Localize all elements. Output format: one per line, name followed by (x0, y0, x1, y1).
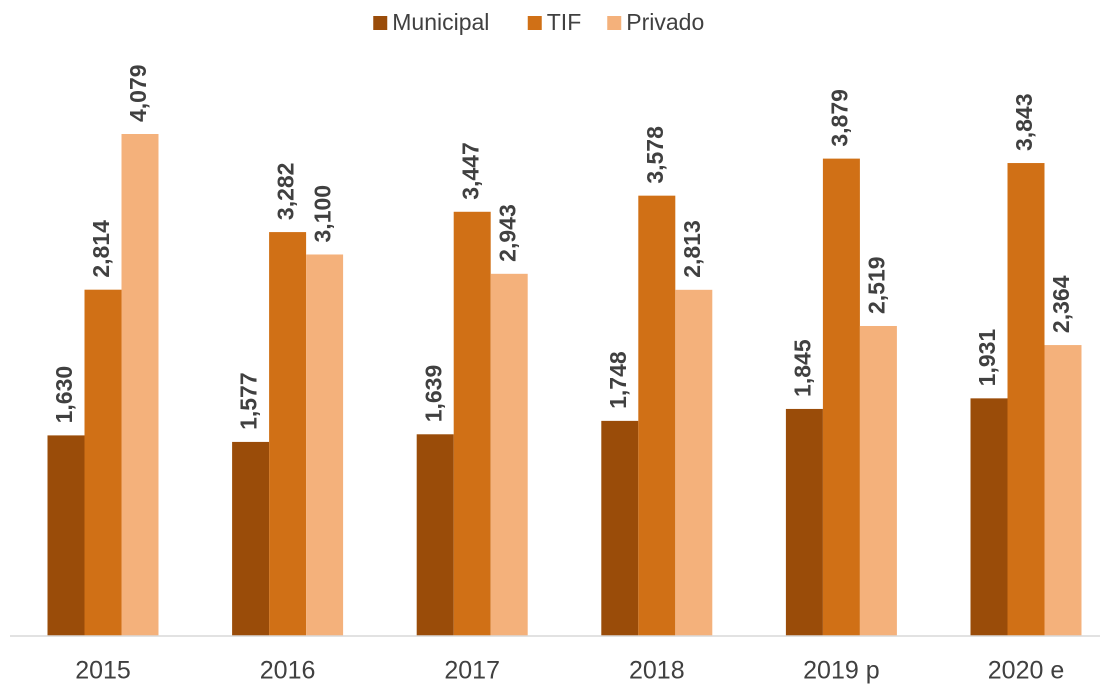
bar (859, 325, 897, 636)
bar (601, 420, 639, 636)
x-tick-label: 2015 (75, 657, 131, 685)
x-tick-label: 2016 (260, 657, 316, 685)
value-label: 1,577 (236, 372, 262, 430)
bar (306, 254, 344, 636)
value-label: 3,282 (273, 163, 299, 221)
bar (416, 434, 454, 636)
value-label: 2,813 (679, 220, 705, 278)
x-tick-label: 2017 (444, 657, 500, 685)
value-label: 3,843 (1011, 93, 1037, 151)
legend-label: TIF (547, 9, 582, 35)
bar (1007, 163, 1045, 636)
value-label: 2,943 (494, 204, 520, 262)
bar (47, 435, 85, 636)
value-label: 4,079 (125, 64, 151, 122)
bar (121, 134, 159, 636)
bar (675, 289, 713, 636)
value-label: 3,100 (310, 185, 336, 243)
value-label: 1,931 (974, 329, 1000, 387)
bar (638, 195, 676, 636)
value-label: 2,364 (1048, 275, 1074, 333)
bar (1044, 345, 1082, 636)
value-label: 2,814 (88, 220, 114, 278)
value-label: 2,519 (863, 256, 889, 314)
bar (84, 289, 122, 636)
bar (269, 232, 307, 636)
value-label: 1,845 (789, 339, 815, 397)
value-label: 1,630 (51, 366, 77, 424)
x-tick-label: 2018 (629, 657, 685, 685)
bar (785, 408, 823, 636)
value-label: 1,748 (605, 351, 631, 409)
legend-swatch (373, 16, 388, 30)
x-tick-label: 2020 e (988, 657, 1064, 685)
bar (970, 398, 1008, 636)
legend-swatch (607, 16, 622, 30)
bar (232, 441, 270, 636)
value-label: 3,447 (457, 142, 483, 200)
value-label: 3,578 (642, 126, 668, 184)
legend-label: Municipal (392, 9, 489, 35)
x-tick-label: 2019 p (803, 657, 879, 685)
bar (822, 158, 860, 636)
bar (490, 273, 528, 636)
value-label: 3,879 (826, 89, 852, 147)
legend-swatch (527, 16, 542, 30)
bar (453, 211, 491, 636)
value-label: 1,639 (420, 365, 446, 423)
legend-label: Privado (626, 9, 704, 35)
